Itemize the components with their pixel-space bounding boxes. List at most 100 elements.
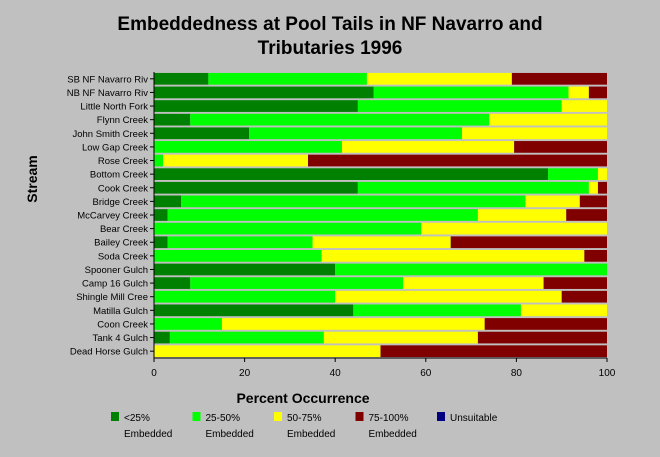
bar-segment-3 bbox=[323, 331, 478, 344]
y-tick-label: Tank 4 Gulch bbox=[93, 333, 148, 344]
bar-segment-2 bbox=[335, 263, 607, 276]
bar-segment-3 bbox=[312, 236, 451, 249]
bar-segment-1 bbox=[154, 168, 549, 180]
legend-label: Unsuitable bbox=[450, 413, 498, 424]
legend-swatch bbox=[355, 412, 364, 421]
bar-segment-2 bbox=[357, 100, 562, 112]
x-tick-label: 80 bbox=[511, 368, 523, 379]
x-tick-label: 100 bbox=[599, 368, 616, 379]
bar-segment-3 bbox=[341, 141, 515, 153]
y-tick-label: Camp 16 Gulch bbox=[82, 279, 148, 290]
bar-segment-3 bbox=[477, 209, 567, 221]
bar-segment-4 bbox=[566, 209, 607, 221]
y-tick-label: Little North Fork bbox=[80, 102, 148, 113]
axes-layer: SB NF Navarro Riv NB NF Navarro Riv Little… bbox=[67, 72, 616, 379]
chart-title-line-2: Tributaries 1996 bbox=[257, 38, 403, 59]
bar-segment-4 bbox=[380, 345, 607, 358]
bar-segment-3 bbox=[462, 127, 607, 140]
y-tick-label: Matilla Gulch bbox=[93, 306, 148, 317]
bar-segment-2 bbox=[353, 304, 521, 317]
legend-label: 75-100% bbox=[369, 413, 409, 424]
y-tick-label: Bottom Creek bbox=[90, 170, 148, 181]
bar-segment-3 bbox=[561, 100, 607, 112]
y-tick-label: Spooner Gulch bbox=[85, 265, 148, 276]
bar-segment-2 bbox=[169, 331, 324, 344]
y-tick-label: Dead Horse Gulch bbox=[70, 347, 148, 358]
bar-segment-2 bbox=[154, 154, 164, 167]
bar-segment-1 bbox=[154, 100, 358, 112]
bar-segment-2 bbox=[167, 236, 313, 249]
y-tick-label: John Smith Creek bbox=[72, 129, 148, 140]
bar-segment-3 bbox=[520, 304, 607, 317]
bar-segment-2 bbox=[190, 113, 490, 126]
legend-swatch bbox=[437, 412, 445, 421]
bar-segment-1 bbox=[154, 72, 209, 85]
bar-segment-4 bbox=[308, 154, 607, 167]
y-tick-label: Low Gap Creek bbox=[82, 142, 148, 153]
legend: <25% Embedded 25-50% Embedded 50-75% Embedded… bbox=[111, 412, 498, 440]
bar-segment-1 bbox=[154, 181, 358, 194]
bar-segment-4 bbox=[450, 236, 607, 249]
bar-segment-2 bbox=[373, 86, 569, 99]
bar-segment-3 bbox=[421, 222, 607, 235]
bar-layer bbox=[154, 72, 607, 358]
bar-segment-3 bbox=[403, 277, 544, 289]
bar-segment-1 bbox=[154, 263, 336, 276]
y-tick-label: Flynn Creek bbox=[97, 115, 148, 126]
y-tick-label: Bear Creek bbox=[100, 224, 148, 235]
y-tick-label: Bridge Creek bbox=[93, 197, 149, 208]
legend-label-line-2: Embedded bbox=[124, 429, 172, 440]
x-tick-label: 60 bbox=[420, 368, 432, 379]
bar-segment-2 bbox=[167, 209, 478, 221]
legend-label: <25% bbox=[124, 413, 150, 424]
y-tick-label: NB NF Navarro Riv bbox=[67, 88, 149, 99]
legend-label-line-2: Embedded bbox=[287, 429, 335, 440]
bar-segment-2 bbox=[357, 181, 589, 194]
y-tick-label: Cook Creek bbox=[98, 183, 148, 194]
bar-segment-3 bbox=[525, 195, 580, 208]
bar-segment-1 bbox=[154, 331, 170, 344]
bar-segment-1 bbox=[154, 304, 354, 317]
y-tick-label: Rose Creek bbox=[98, 156, 148, 167]
y-axis-title: Stream bbox=[24, 155, 40, 202]
bar-segment-3 bbox=[321, 250, 585, 262]
legend-swatch bbox=[111, 412, 119, 421]
legend-label-line-2: Embedded bbox=[369, 429, 417, 440]
bar-segment-1 bbox=[154, 86, 374, 99]
bar-segment-4 bbox=[579, 195, 607, 208]
bar-segment-4 bbox=[477, 331, 607, 344]
bar-segment-4 bbox=[597, 181, 607, 194]
x-axis-title: Percent Occurrence bbox=[236, 390, 369, 406]
bar-segment-1 bbox=[154, 209, 168, 221]
bar-segment-1 bbox=[154, 127, 250, 140]
bar-segment-1 bbox=[154, 113, 191, 126]
bar-segment-4 bbox=[511, 72, 607, 85]
legend-swatch bbox=[192, 412, 201, 421]
bar-segment-2 bbox=[154, 290, 336, 303]
bar-segment-4 bbox=[484, 318, 607, 330]
bar-segment-3 bbox=[568, 86, 589, 99]
bar-segment-2 bbox=[249, 127, 463, 140]
bar-segment-1 bbox=[154, 195, 182, 208]
chart-title-line-1: Embeddedness at Pool Tails in NF Navarro… bbox=[117, 14, 543, 35]
bar-segment-3 bbox=[221, 318, 485, 330]
x-tick-label: 40 bbox=[330, 368, 342, 379]
y-tick-label: McCarvey Creek bbox=[77, 211, 148, 222]
y-tick-label: Soda Creek bbox=[98, 251, 148, 262]
bar-segment-2 bbox=[154, 222, 422, 235]
legend-label-line-2: Embedded bbox=[206, 429, 254, 440]
bar-segment-3 bbox=[335, 290, 562, 303]
bar-segment-3 bbox=[588, 181, 598, 194]
bar-segment-2 bbox=[154, 141, 342, 153]
x-tick-label: 20 bbox=[239, 368, 251, 379]
y-tick-label: Coon Creek bbox=[97, 319, 148, 330]
bar-segment-4 bbox=[588, 86, 607, 99]
bar-segment-4 bbox=[543, 277, 607, 289]
bar-segment-2 bbox=[190, 277, 404, 289]
legend-label: 50-75% bbox=[287, 413, 322, 424]
bar-segment-2 bbox=[154, 250, 322, 262]
legend-swatch bbox=[274, 412, 282, 421]
legend-label: 25-50% bbox=[206, 413, 241, 424]
bar-segment-3 bbox=[163, 154, 309, 167]
bar-segment-4 bbox=[514, 141, 607, 153]
